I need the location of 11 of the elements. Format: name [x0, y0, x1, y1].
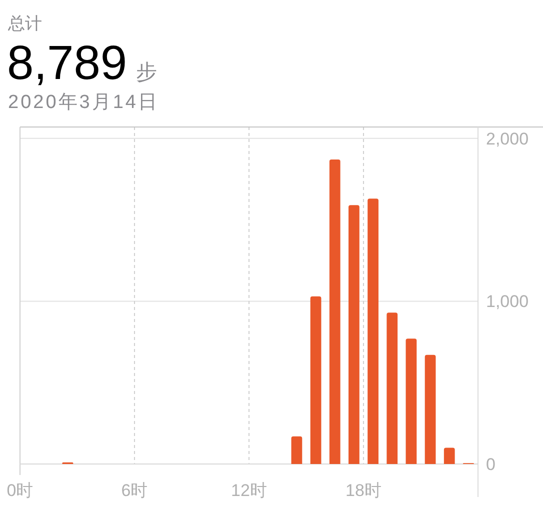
x-tick-label: 12时 [231, 481, 267, 500]
text: 8,789 [7, 37, 128, 90]
text: 步 [136, 61, 158, 84]
x-tick-label: 6时 [121, 481, 148, 500]
y-tick-label: 0 [486, 454, 496, 474]
x-tick-label: 18时 [346, 481, 382, 500]
y-tick-label: 2,000 [486, 129, 529, 148]
y-tick-label: 1,000 [486, 292, 529, 312]
chart-subtitle: 2020年3月14日 [8, 92, 159, 113]
chart-title: 总计 [7, 14, 42, 33]
x-tick-label: 0时 [6, 481, 34, 500]
